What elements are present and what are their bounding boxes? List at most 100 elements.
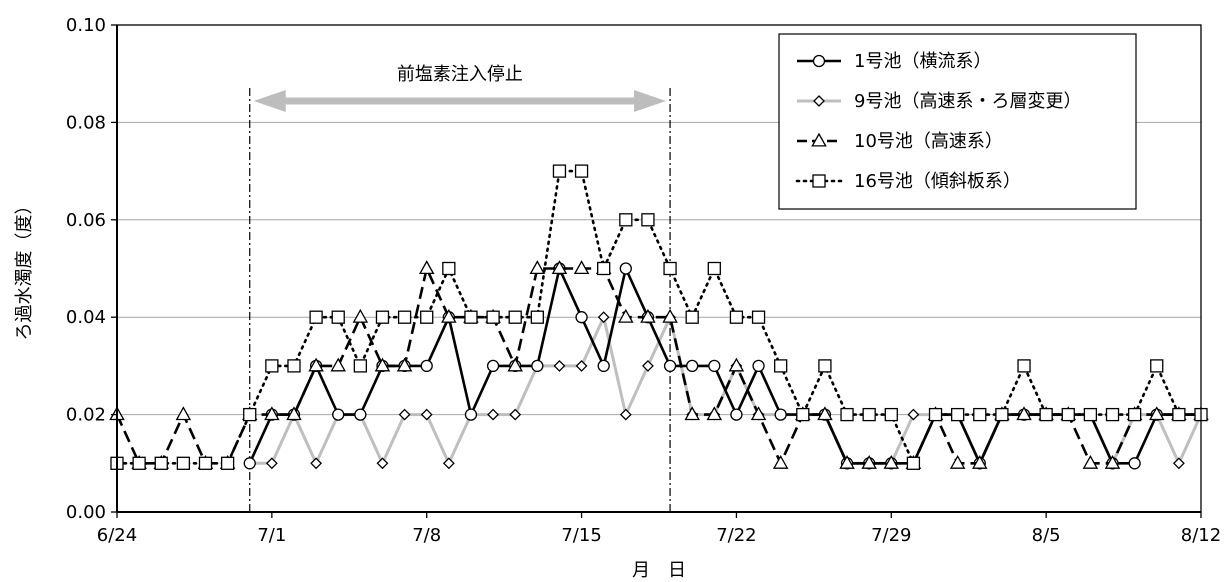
- series-3-point-25: [663, 261, 677, 276]
- series-3-point-19: [530, 310, 544, 324]
- series-3-point-16: [464, 310, 478, 324]
- series-3-point-48: [1172, 407, 1186, 422]
- y-tick-label-2: 0.04: [66, 307, 106, 328]
- series-1-point-1: [265, 457, 278, 470]
- series-3-point-36: [906, 456, 921, 470]
- series-2-point-20: [551, 260, 568, 275]
- series-3-point-12: [375, 310, 390, 324]
- series-0-point-15: [575, 311, 588, 324]
- series-2-point-11: [352, 308, 369, 323]
- series-2-point-33: [839, 454, 855, 469]
- series-3-point-30: [774, 359, 788, 373]
- series-3-point-43: [1061, 407, 1075, 422]
- axes: [116, 24, 1202, 513]
- series-2-point-24: [640, 308, 656, 323]
- series-3-point-42: [1039, 407, 1053, 422]
- series-0-point-5: [354, 408, 367, 421]
- series-2-point-7: [264, 406, 280, 421]
- x-tick-label-3: 7/15: [561, 525, 601, 546]
- series-3-point-32: [818, 359, 832, 373]
- series-3-point-31: [796, 407, 810, 422]
- series-3-point-40: [995, 407, 1009, 422]
- series-0-point-17: [619, 262, 632, 275]
- series-0-point-0: [243, 457, 256, 470]
- series-3-point-8: [287, 359, 301, 373]
- x-tick-label-4: 7/22: [716, 525, 756, 546]
- series-3-point-9: [309, 310, 323, 324]
- legend-label-0: 1号池（横流系）: [854, 51, 991, 72]
- series-layer: [109, 164, 1209, 470]
- series-3-point-23: [619, 213, 633, 227]
- series-3-point-27: [707, 261, 721, 276]
- x-tick-label-6: 8/5: [1032, 525, 1061, 546]
- series-1-point-14: [553, 359, 566, 372]
- series-0-point-10: [464, 408, 478, 421]
- series-1-point-7: [398, 408, 411, 421]
- series-3-point-4: [198, 456, 213, 470]
- series-3-point-33: [840, 407, 854, 422]
- series-3-point-28: [729, 310, 744, 324]
- series-2-point-8: [286, 406, 302, 421]
- series-2-point-28: [728, 357, 745, 372]
- y-tick-label-5: 0.10: [66, 15, 106, 36]
- series-3-point-29: [751, 310, 766, 324]
- x-tick-label-1: 7/1: [257, 525, 286, 546]
- series-3-point-14: [420, 310, 434, 324]
- series-3-point-3: [176, 456, 191, 470]
- series-3-point-41: [1017, 359, 1031, 373]
- series-2-point-23: [618, 308, 634, 323]
- series-1-point-15: [575, 359, 588, 372]
- chlorine-stop-annotation: 前塩素注入停止: [249, 64, 671, 512]
- series-1-point-11: [487, 408, 500, 421]
- legend-label-1: 9号池（高速系・ろ層変更）: [854, 91, 1081, 112]
- series-2-point-21: [573, 260, 590, 275]
- series-2-point-26: [684, 406, 700, 421]
- series-2-point-29: [750, 406, 767, 421]
- series-2-point-41: [1016, 406, 1032, 421]
- series-0-point-19: [663, 359, 677, 373]
- series-3-point-45: [1105, 407, 1120, 422]
- series-3-point-6: [243, 407, 257, 422]
- series-2-point-18: [507, 357, 523, 372]
- series-3-point-46: [1127, 407, 1142, 422]
- x-tick-labels: 6/24 7/1 7/8 7/15 7/22 7/29 8/5 8/12: [97, 512, 1221, 546]
- y-tick-label-0: 0.00: [66, 502, 106, 523]
- series-2-point-27: [706, 406, 723, 421]
- series-2-point-30: [772, 454, 789, 469]
- series-1-point-3: [310, 457, 323, 470]
- y-tick-label-1: 0.02: [66, 405, 106, 426]
- series-2-point-19: [529, 260, 546, 275]
- series-0-point-40: [1128, 457, 1141, 470]
- series-3-point-20: [552, 164, 567, 178]
- anno-arrow-head-left: [253, 90, 286, 112]
- x-tick-label-0: 6/24: [97, 525, 137, 546]
- series-2-point-15: [441, 308, 457, 323]
- legend: 1号池（横流系） 9号池（高速系・ろ層変更） 10号池（高速系） 16号池（傾斜板系）: [778, 33, 1137, 210]
- series-3-point-44: [1083, 407, 1098, 422]
- series-3-point-39: [973, 407, 987, 422]
- annotation-label: 前塩素注入停止: [397, 64, 523, 85]
- series-3-point-15: [442, 261, 456, 276]
- series-3-point-24: [641, 213, 655, 227]
- series-3-point-7: [265, 359, 279, 373]
- y-tick-label-3: 0.06: [66, 210, 106, 231]
- x-tick-label-7: 8/12: [1181, 525, 1221, 546]
- series-3-point-37: [928, 407, 943, 422]
- y-axis-title: ろ過水濁度（度）: [14, 197, 35, 341]
- series-1-point-16: [597, 311, 610, 324]
- series-3-point-17: [486, 310, 500, 324]
- series-3-point-11: [353, 359, 367, 373]
- series-1-point-12: [509, 408, 522, 421]
- series-1-point-18: [642, 359, 654, 372]
- series-2-point-14: [418, 260, 435, 275]
- series-0-point-4: [332, 408, 345, 421]
- series-2-point-9: [308, 357, 324, 372]
- series-3-point-34: [862, 407, 876, 422]
- legend-marker-1: [813, 95, 825, 107]
- series-3-point-35: [884, 407, 898, 422]
- series-0-point-8: [420, 359, 433, 373]
- series-2-point-3: [175, 406, 192, 421]
- series-2-point-32: [817, 406, 833, 421]
- series-3-point-2: [154, 456, 168, 470]
- series-1-point-30: [907, 408, 920, 421]
